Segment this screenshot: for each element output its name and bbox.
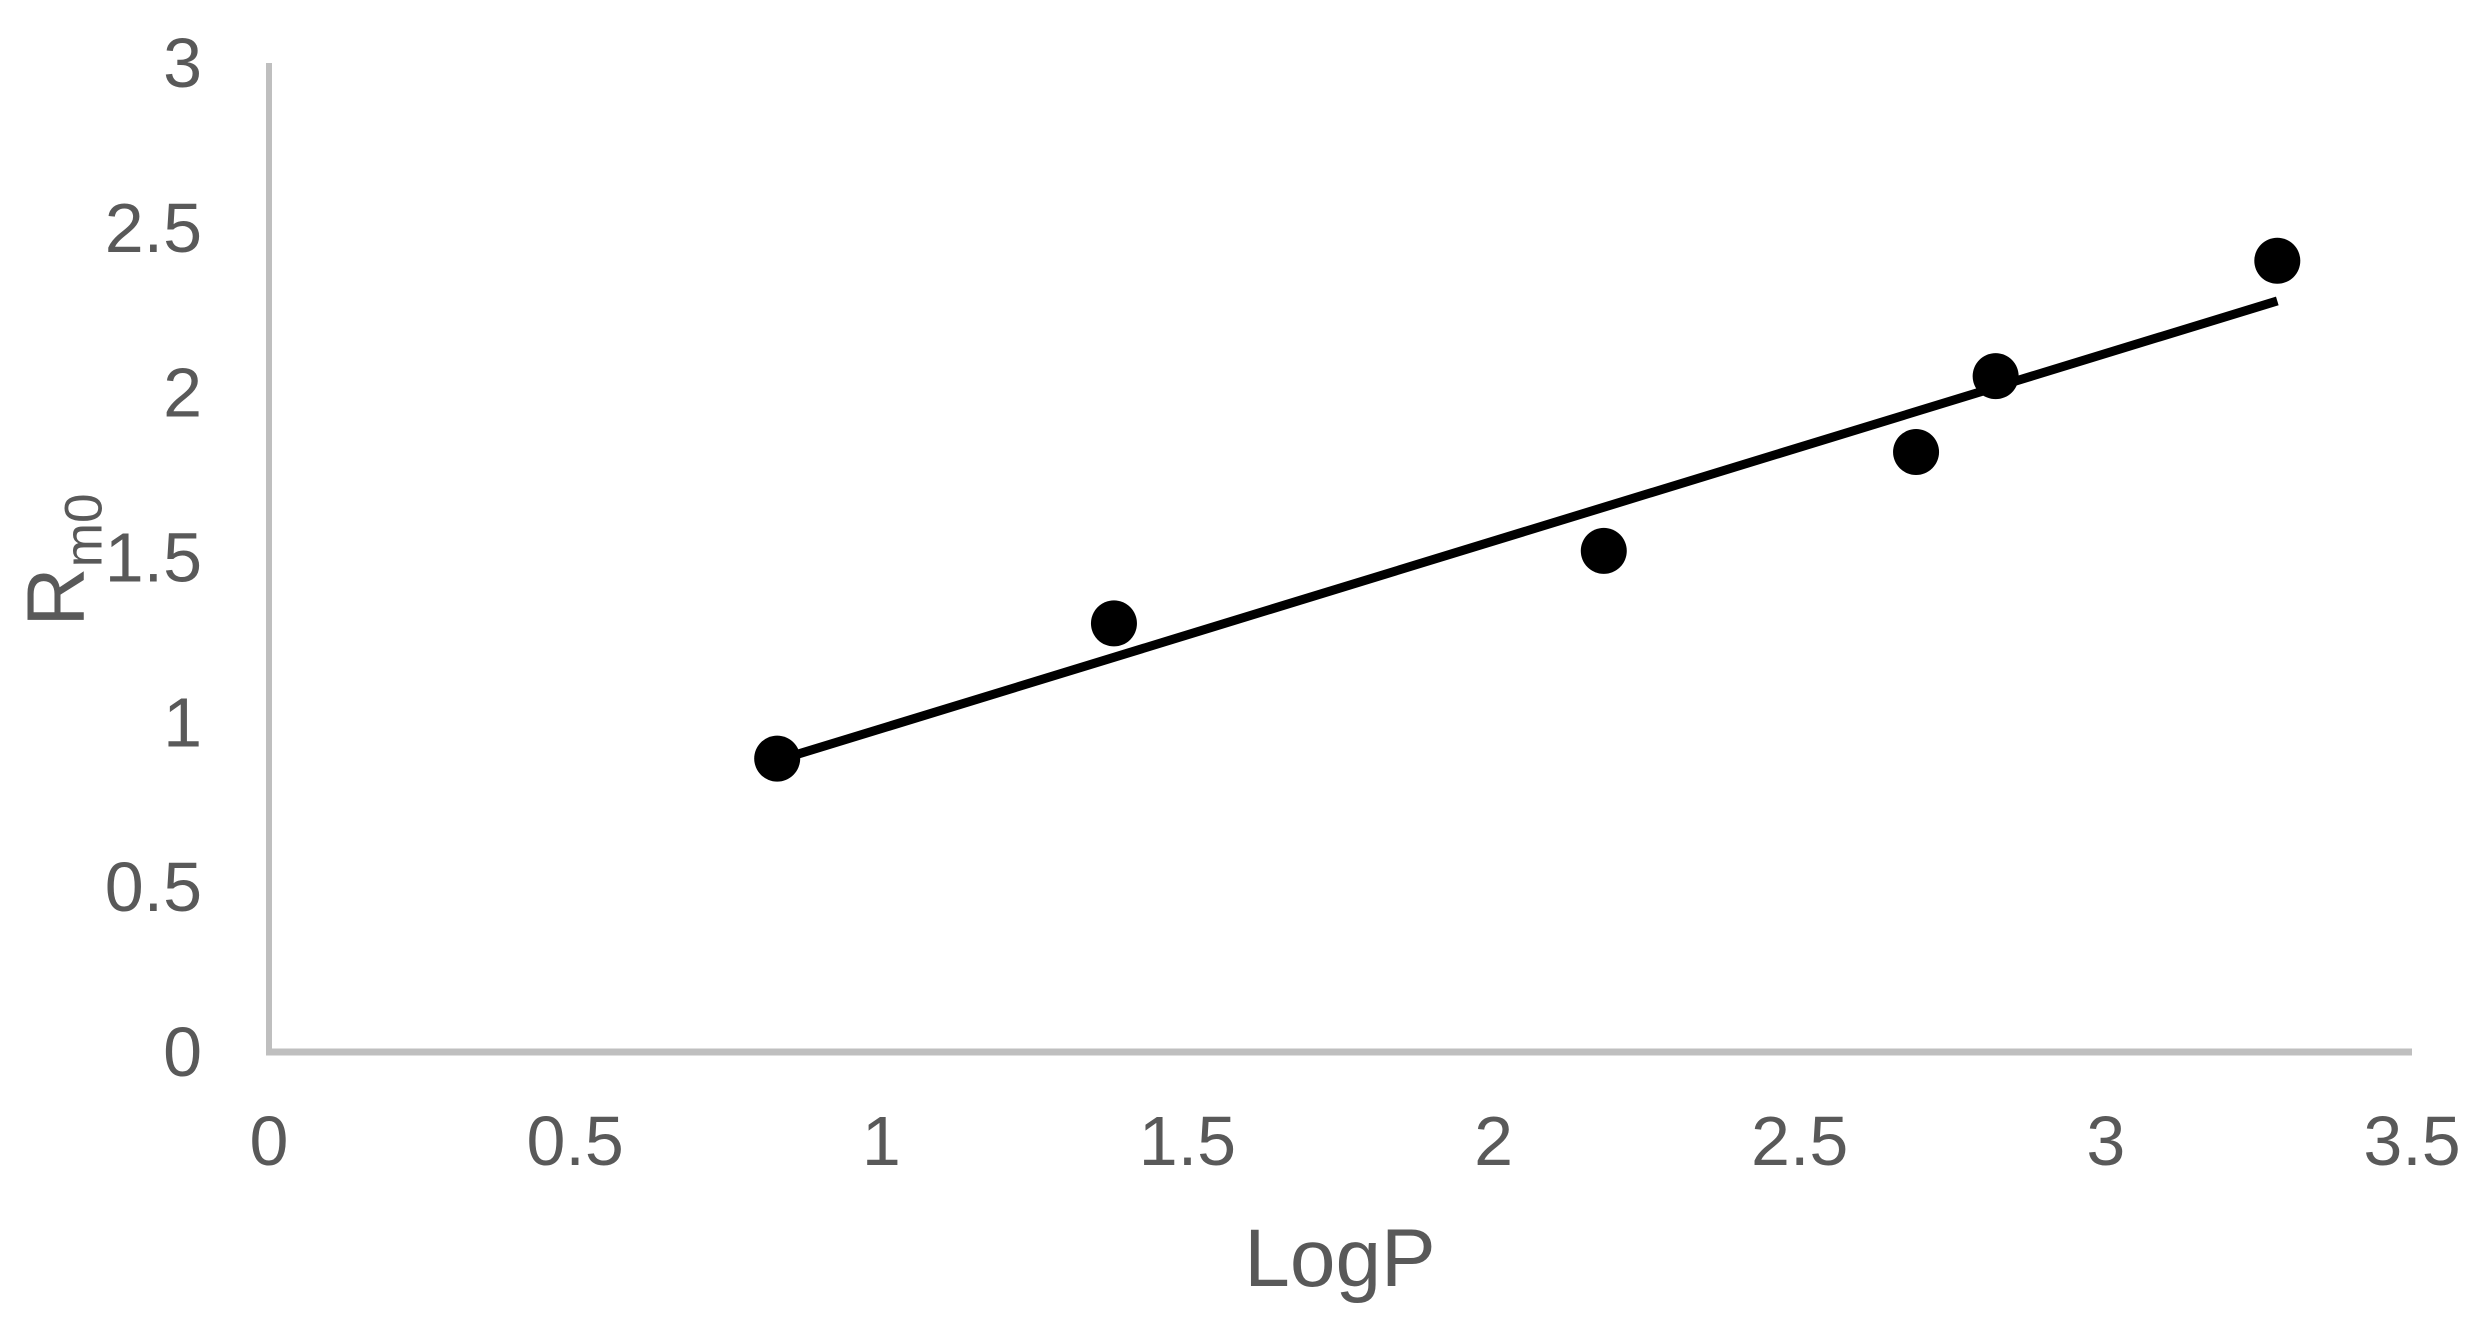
x-axis-title: LogP bbox=[1244, 1213, 1436, 1304]
y-tick-label: 0.5 bbox=[105, 848, 202, 926]
y-tick-label: 2.5 bbox=[105, 189, 202, 267]
x-tick-label: 3 bbox=[2086, 1102, 2125, 1180]
y-tick-label: 0 bbox=[163, 1013, 202, 1091]
data-point bbox=[2254, 237, 2301, 284]
trendline bbox=[775, 296, 2279, 765]
data-point bbox=[754, 735, 801, 782]
y-axis-title: Rm0 bbox=[11, 493, 113, 626]
data-point bbox=[1090, 600, 1137, 647]
x-tick-label: 1.5 bbox=[1139, 1102, 1236, 1180]
x-tick-label: 0 bbox=[250, 1102, 289, 1180]
x-tick-label: 1 bbox=[862, 1102, 901, 1180]
x-tick-label: 2 bbox=[1474, 1102, 1513, 1180]
y-axis-title-subscript: m0 bbox=[54, 493, 114, 568]
y-tick-label: 1 bbox=[163, 683, 202, 761]
x-tick-label: 0.5 bbox=[526, 1102, 623, 1180]
data-point bbox=[1580, 527, 1627, 574]
y-tick-label: 1.5 bbox=[105, 519, 202, 597]
y-tick-label: 2 bbox=[163, 354, 202, 432]
data-point bbox=[1972, 353, 2019, 400]
data-point bbox=[1893, 429, 1940, 476]
x-tick-label: 3.5 bbox=[2363, 1102, 2460, 1180]
x-tick-label: 2.5 bbox=[1751, 1102, 1848, 1180]
y-tick-label: 3 bbox=[163, 24, 202, 102]
y-axis-title-main: R bbox=[11, 567, 102, 627]
